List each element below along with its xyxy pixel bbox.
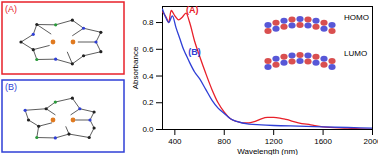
svg-text:0.0: 0.0: [142, 125, 154, 134]
svg-text:Wavelength (nm): Wavelength (nm): [237, 147, 298, 155]
svg-text:1600: 1600: [314, 137, 332, 146]
svg-text:LUMO: LUMO: [344, 49, 367, 58]
svg-text:Absorbance: Absorbance: [131, 46, 140, 89]
svg-text:0.6: 0.6: [142, 45, 154, 54]
svg-text:(A): (A): [5, 4, 17, 14]
svg-text:0.8: 0.8: [142, 18, 154, 27]
svg-text:800: 800: [218, 137, 232, 146]
svg-text:0.2: 0.2: [142, 98, 154, 107]
svg-text:1200: 1200: [265, 137, 283, 146]
svg-text:HOMO: HOMO: [344, 13, 369, 22]
svg-text:(B): (B): [188, 47, 201, 57]
svg-text:400: 400: [168, 137, 182, 146]
svg-text:(A): (A): [186, 5, 199, 15]
svg-text:(B): (B): [5, 82, 17, 92]
svg-text:0.4: 0.4: [142, 72, 154, 81]
svg-text:2000: 2000: [364, 137, 378, 146]
